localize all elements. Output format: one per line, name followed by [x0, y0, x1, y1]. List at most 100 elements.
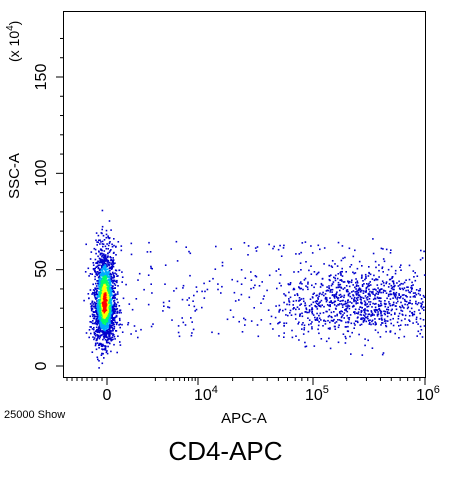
- event-dot: [277, 322, 279, 325]
- event-dot: [385, 324, 387, 327]
- event-dot: [168, 306, 171, 309]
- event-dot: [116, 281, 118, 284]
- event-dot: [380, 314, 382, 317]
- event-dot: [133, 325, 136, 327]
- event-dot: [292, 308, 294, 310]
- event-dot: [395, 291, 398, 294]
- event-dot: [391, 308, 393, 311]
- event-dot: [113, 287, 115, 290]
- event-dot: [392, 324, 395, 327]
- event-dot: [146, 251, 149, 253]
- event-dot: [336, 313, 338, 316]
- event-dot: [304, 304, 306, 307]
- event-dot: [355, 302, 357, 305]
- event-dot: [105, 330, 107, 332]
- event-dot: [376, 284, 379, 286]
- event-dot: [109, 275, 111, 278]
- event-dot: [113, 312, 116, 314]
- event-dot: [99, 273, 101, 276]
- event-dot: [288, 300, 290, 302]
- event-dot: [361, 265, 363, 267]
- event-dot: [304, 341, 306, 344]
- event-dot: [369, 284, 372, 286]
- event-dot: [296, 294, 299, 297]
- event-dot: [300, 269, 302, 271]
- event-dot: [98, 269, 101, 271]
- event-dot: [99, 320, 102, 323]
- event-dot: [336, 291, 338, 293]
- event-dot: [378, 289, 381, 291]
- event-dot: [217, 288, 219, 291]
- event-dot: [98, 302, 101, 304]
- event-dot: [94, 293, 97, 296]
- event-dot: [334, 294, 336, 297]
- event-dot: [112, 282, 114, 284]
- event-dot: [348, 318, 350, 321]
- event-dot: [178, 335, 181, 338]
- event-dot: [114, 262, 116, 264]
- event-dot: [103, 321, 105, 324]
- event-dot: [103, 357, 105, 359]
- event-dot: [337, 303, 339, 306]
- event-dot: [98, 305, 100, 307]
- event-dot: [100, 261, 103, 264]
- event-dot: [108, 302, 110, 304]
- event-dot: [104, 268, 107, 270]
- event-dot: [385, 303, 387, 305]
- event-dot: [98, 272, 100, 275]
- event-dot: [113, 282, 116, 285]
- event-dot: [95, 320, 98, 323]
- event-dot: [288, 291, 290, 294]
- event-dot: [355, 288, 357, 290]
- event-dot: [298, 300, 300, 302]
- event-dot: [93, 292, 95, 294]
- event-dot: [373, 279, 376, 282]
- event-dot: [96, 294, 99, 296]
- event-dot: [101, 318, 103, 320]
- event-dot: [311, 307, 313, 309]
- event-dot: [111, 288, 114, 291]
- event-dot: [345, 290, 348, 293]
- event-dot: [409, 291, 411, 294]
- event-dot: [100, 249, 103, 251]
- event-dot: [385, 292, 388, 294]
- event-dot: [111, 307, 114, 309]
- event-dot: [101, 299, 103, 302]
- event-dot: [99, 307, 102, 310]
- event-dot: [98, 278, 101, 281]
- event-dot: [371, 278, 374, 280]
- event-dot: [411, 287, 413, 289]
- event-dot: [368, 319, 370, 322]
- event-dot: [406, 304, 409, 306]
- event-dot: [109, 284, 111, 286]
- event-dot: [101, 284, 103, 287]
- event-dot: [114, 310, 117, 312]
- event-dot: [401, 304, 404, 307]
- event-dot: [90, 332, 92, 335]
- event-dot: [173, 290, 175, 292]
- event-dot: [108, 308, 111, 310]
- event-dot: [184, 324, 187, 326]
- event-dot: [109, 280, 112, 283]
- event-dot: [91, 304, 93, 307]
- event-dot: [362, 317, 364, 319]
- event-dot: [118, 305, 121, 307]
- event-dot: [406, 296, 408, 298]
- event-dot: [110, 268, 113, 270]
- event-dot: [176, 260, 179, 262]
- event-dot: [109, 313, 111, 315]
- event-dot: [99, 308, 101, 310]
- event-dot: [103, 332, 106, 335]
- event-dot: [113, 326, 116, 328]
- event-dot: [212, 277, 214, 280]
- event-dot: [101, 324, 104, 326]
- event-dot: [395, 305, 397, 307]
- event-dot: [121, 276, 124, 278]
- event-dot: [113, 308, 116, 311]
- event-dot: [339, 283, 342, 286]
- event-dot: [92, 314, 95, 316]
- event-dot: [334, 328, 337, 330]
- event-dot: [283, 336, 285, 338]
- event-dot: [103, 272, 106, 274]
- event-dot: [352, 304, 355, 307]
